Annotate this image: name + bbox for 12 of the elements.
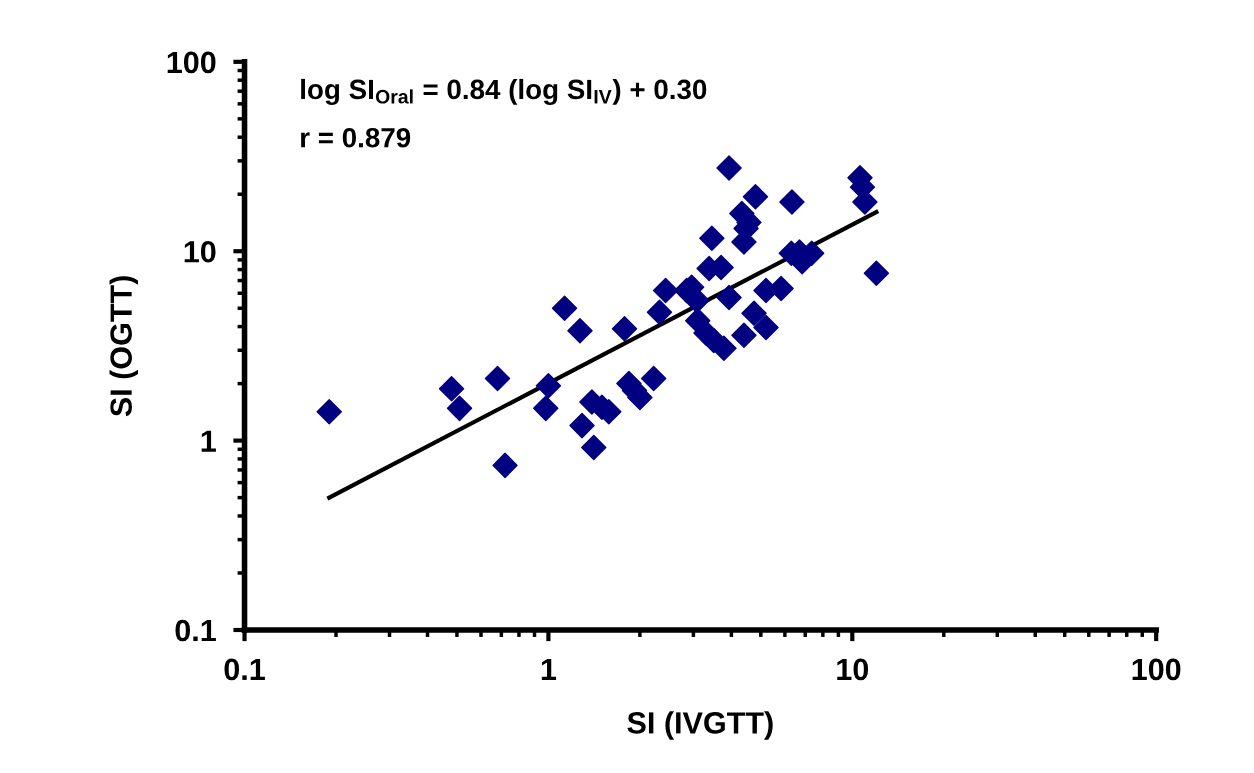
y-tick-label: 1 — [201, 430, 216, 452]
annotation: log SI$_{Oral}$ = 0.84 (log SI$_{IV}$) + 0.30 — [301, 78, 707, 105]
y-tick-label: 10 — [184, 240, 216, 263]
x-axis-title: SI (IVGTT) — [627, 711, 773, 740]
x-tick-label: 100 — [1132, 658, 1181, 681]
x-tick-label: 0.1 — [224, 658, 265, 681]
annotation: r = 0.879 — [301, 127, 411, 148]
x-tick-label: 10 — [837, 658, 869, 681]
x-tick-label: 1 — [541, 658, 557, 680]
y-tick-label: 100 — [167, 51, 216, 74]
y-tick-label: 0.1 — [175, 619, 216, 642]
y-axis-title: SI (OGTT) — [109, 276, 138, 417]
